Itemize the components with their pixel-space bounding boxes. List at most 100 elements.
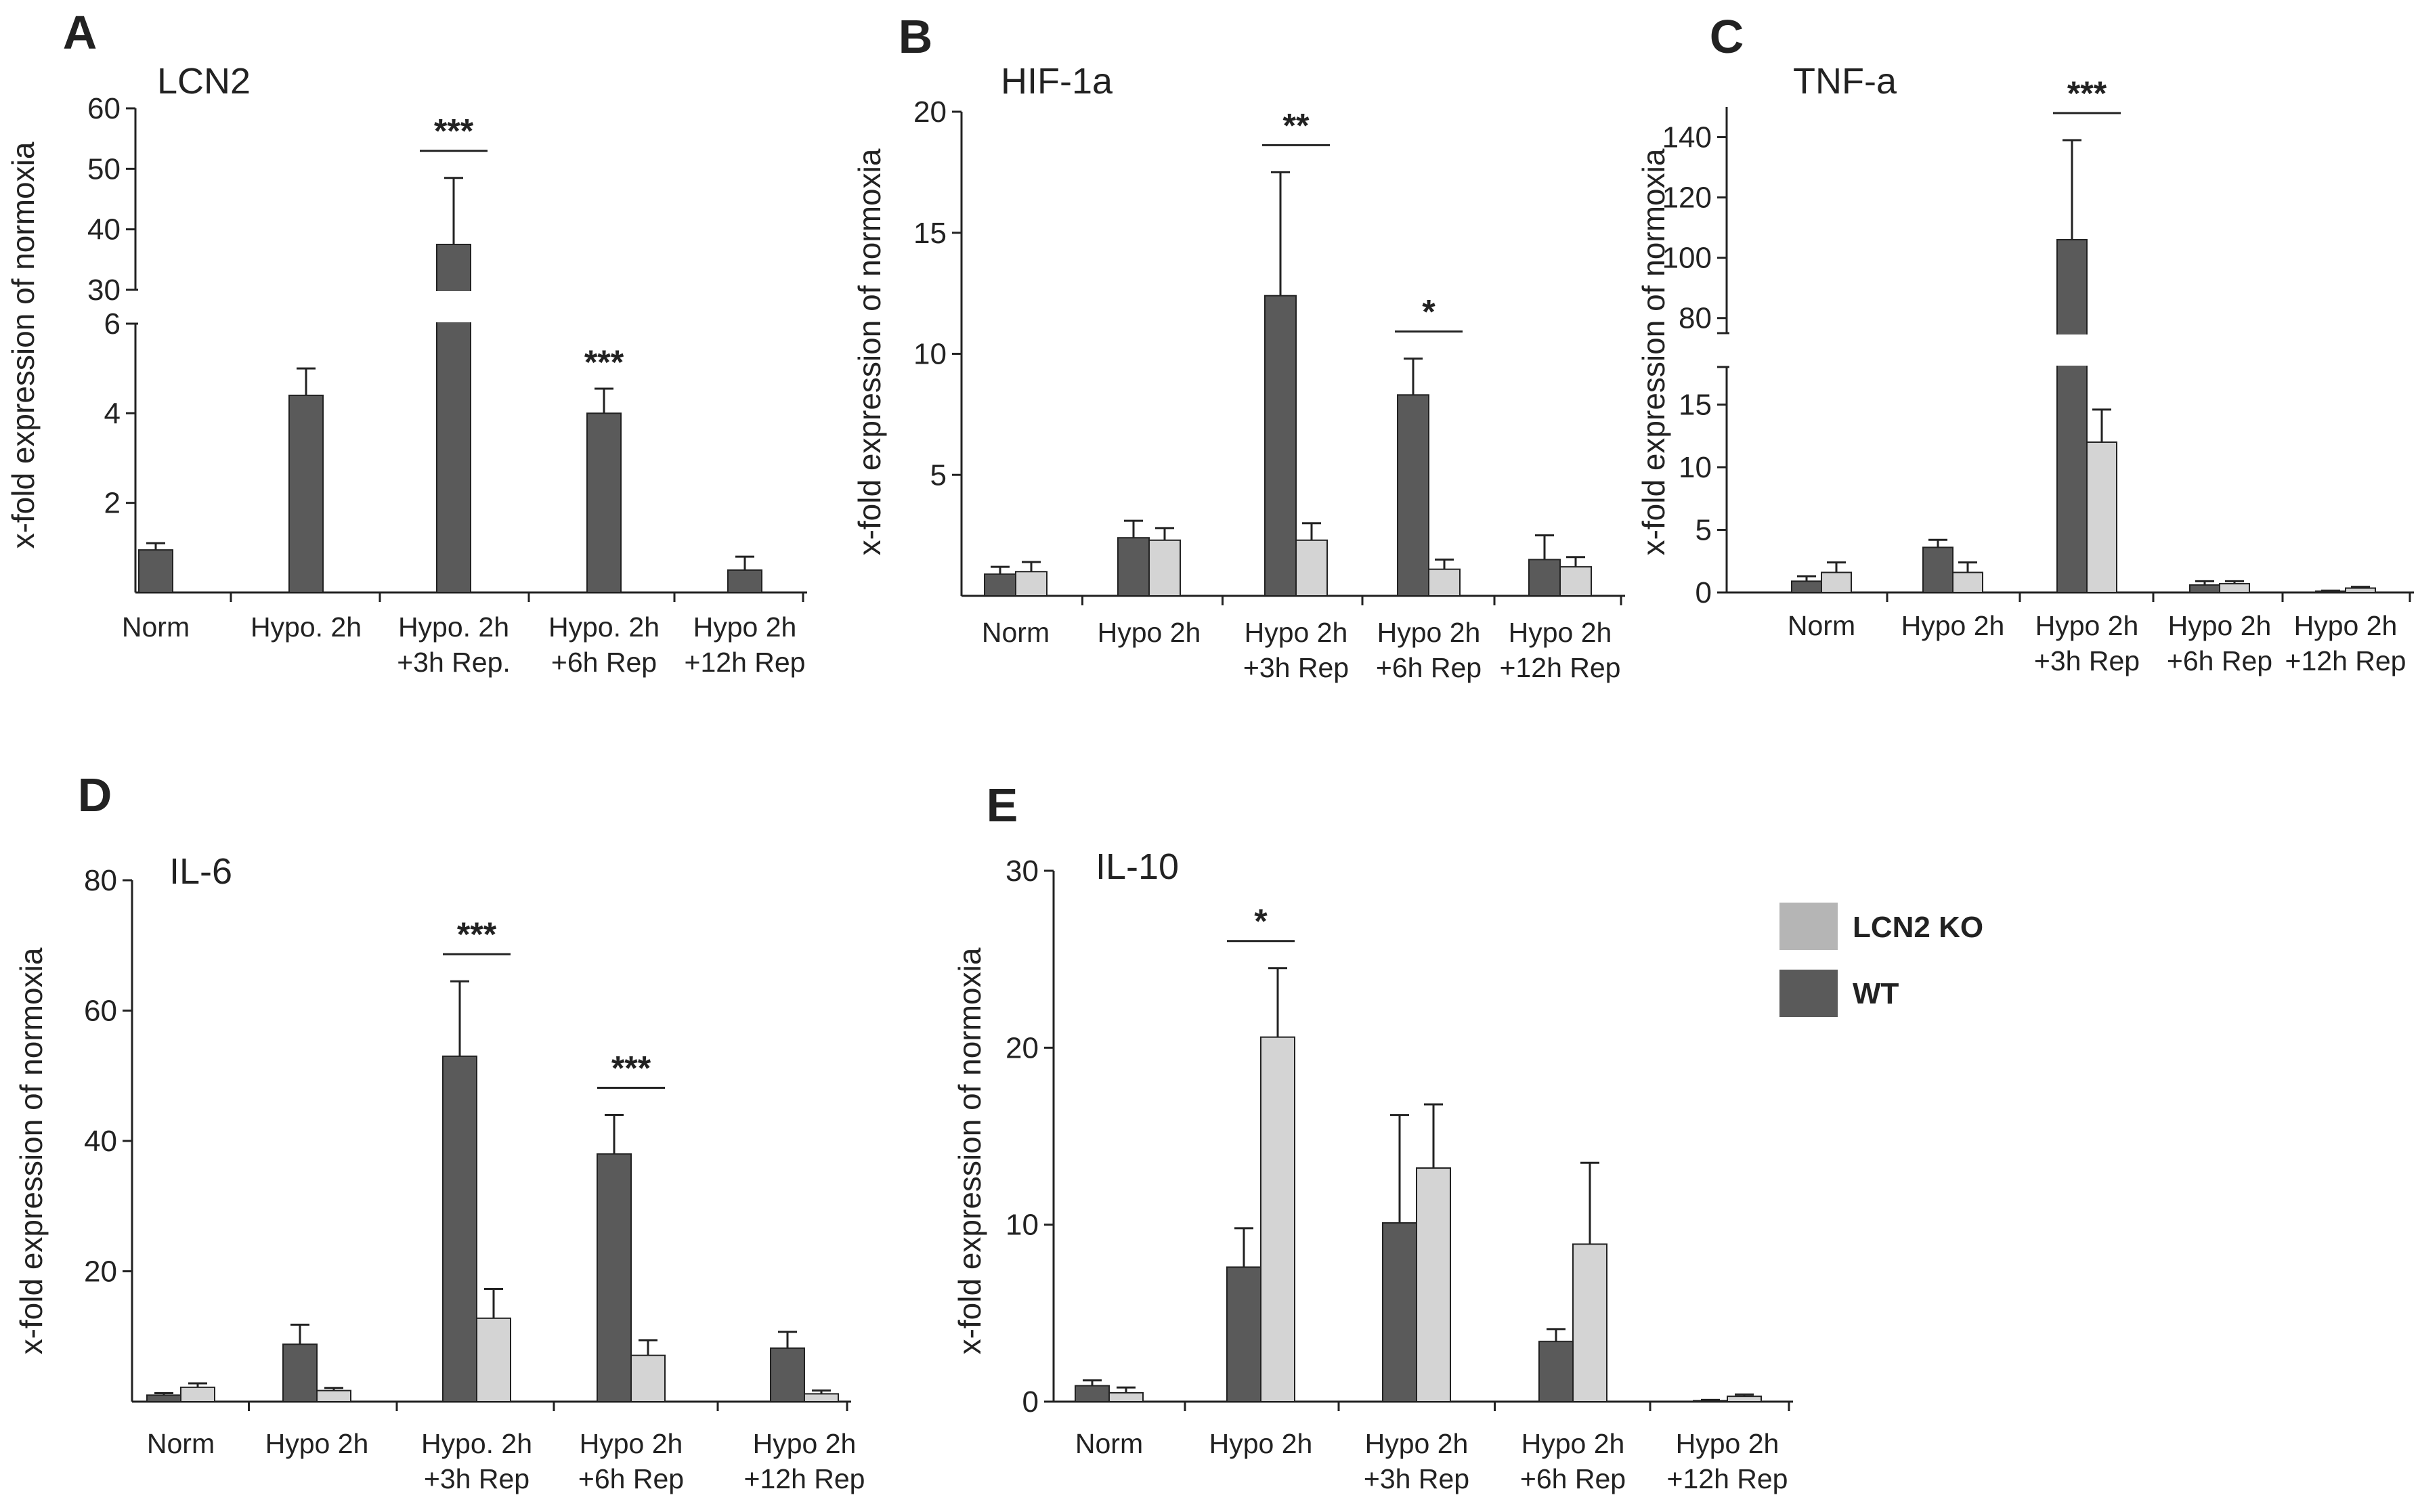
bar-wt [1264,295,1297,597]
x-tick-label: Hypo 2h [1509,617,1612,648]
x-tick-label: Hypo 2h [2035,610,2139,641]
significance-label: *** [434,112,474,150]
bar-lcn2-ko [1559,566,1592,597]
bar-wt [770,1347,805,1402]
bar-lcn2-ko [1260,1036,1295,1402]
bar-lcn2-ko [1952,571,1983,594]
bar-break-gap [2055,334,2089,366]
bar-wt [2056,238,2088,593]
significance-label: *** [584,343,624,381]
y-tick-label: 40 [84,1125,117,1158]
bar-wt [442,1055,477,1402]
x-tick-label: Norm [982,617,1050,648]
y-tick-label: 20 [84,1255,117,1289]
x-tick-label: +12h Rep [1667,1463,1788,1494]
x-tick-label: Norm [1788,610,1855,641]
y-axis-label: x-fold expression of normoxia [952,947,987,1354]
y-axis-label: x-fold expression of normoxia [852,148,887,555]
x-tick-label: +3h Rep [424,1463,530,1494]
panel-letter: A [63,6,98,59]
panel-a: A LCN2 x-fold expression of normoxia 2 4 630 4… [5,6,807,678]
bar-lcn2-ko [1821,571,1852,594]
x-tick-label: Hypo 2h [265,1428,369,1459]
bar-lcn2-ko [1428,568,1461,597]
bar-lcn2-ko [1148,539,1181,597]
y-tick-label: 120 [1662,181,1712,215]
bar-wt [597,1153,632,1402]
x-tick-label: Hypo. 2h [548,611,660,643]
x-tick-label: +3h Rep. [397,647,511,678]
x-tick-label: Hypo 2h [2168,610,2272,641]
x-tick-label: Hypo 2h [1901,610,2005,641]
panel-c: C TNF-a x-fold expression of normoxia 0 5 10 1… [1636,10,2414,676]
x-tick-label: +12h Rep [1500,652,1621,683]
x-tick-label: +6h Rep [2167,645,2272,676]
y-tick-label: 20 [1006,1031,1039,1064]
bar-wt [1226,1266,1261,1403]
bar-wt [1528,559,1561,597]
x-tick-label: Norm [122,611,190,643]
panel-d: D IL-6 x-fold expression of normoxia 20 40 60… [14,769,865,1494]
x-tick-label: +3h Rep [2034,645,2140,676]
bar-lcn2-ko [630,1354,666,1402]
bar-lcn2-ko [2219,583,2250,593]
x-tick-label: Hypo 2h [693,611,797,643]
bar-wt [1075,1385,1110,1402]
y-tick-label: 0 [1696,576,1712,609]
x-tick-label: +6h Rep [578,1463,684,1494]
y-tick-label: 2 [104,487,121,520]
bar-lcn2-ko [476,1317,511,1403]
y-tick-label: 15 [913,217,947,250]
legend-label-wt: WT [1853,977,1899,1010]
significance-label: * [1254,903,1268,941]
panel-title: LCN2 [157,61,251,102]
panel-title: IL-6 [169,851,232,892]
panel-e: E IL-10 x-fold expression of normoxia 0 10 20… [952,779,1793,1494]
bar-lcn2-ko [1416,1167,1451,1403]
legend-swatch-wt [1779,970,1838,1017]
x-tick-label: Hypo 2h [580,1428,683,1459]
x-tick-label: Hypo. 2h [398,611,509,643]
y-tick-label: 30 [87,274,121,307]
y-tick-label: 30 [1006,855,1039,888]
bar-lcn2-ko [1572,1243,1607,1402]
bar-lcn2-ko [1108,1391,1144,1403]
y-tick-label: 5 [930,458,947,492]
y-tick-label: 10 [913,338,947,371]
y-tick-label: 140 [1662,121,1712,154]
y-tick-label: 60 [87,92,121,125]
significance-label: ** [1283,106,1310,144]
x-tick-label: +6h Rep [551,647,657,678]
bar-wt [138,549,173,593]
significance-label: *** [2067,74,2107,112]
x-tick-label: Hypo 2h [2294,610,2398,641]
bar-lcn2-ko [2345,587,2376,594]
bar-wt [1382,1222,1417,1402]
bar-wt [2189,584,2220,594]
bar-wt [1538,1341,1574,1402]
panel-letter: D [78,769,112,821]
panel-title: IL-10 [1096,846,1179,887]
bar-lcn2-ko [180,1386,215,1402]
x-tick-label: Hypo 2h [1377,617,1481,648]
x-tick-label: Hypo 2h [1521,1428,1625,1459]
y-axis-label: x-fold expression of normoxia [1636,148,1671,555]
y-tick-label: 50 [87,152,121,186]
bar-wt [288,394,324,593]
bar-lcn2-ko [804,1393,839,1402]
significance-label: *** [457,915,497,953]
x-tick-label: Hypo 2h [1098,617,1201,648]
panel-letter: B [899,10,933,63]
bar-lcn2-ko [1295,539,1328,597]
x-tick-label: Norm [147,1428,215,1459]
bar-wt [1791,580,1822,593]
panel-letter: E [987,779,1018,831]
x-tick-label: Hypo 2h [1245,617,1348,648]
x-tick-label: +6h Rep [1520,1463,1626,1494]
panel-b: B HIF-1a x-fold expression of normoxia 5 10 1… [852,10,1625,683]
x-tick-label: Hypo. 2h [421,1428,532,1459]
bar-lcn2-ko [2086,441,2117,593]
y-axis-label: x-fold expression of normoxia [14,947,49,1354]
y-tick-label: 40 [87,213,121,246]
y-tick-label: 80 [84,864,117,897]
